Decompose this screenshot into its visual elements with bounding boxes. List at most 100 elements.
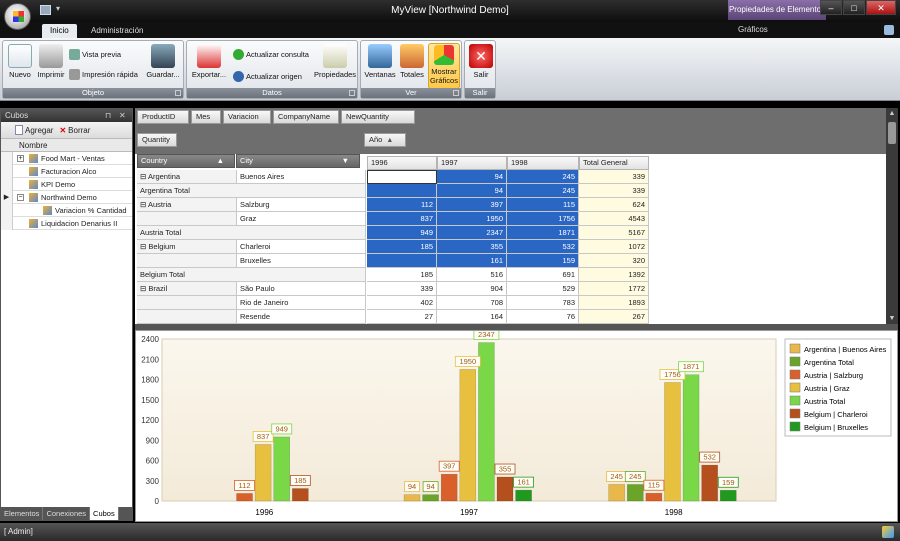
pivot-value-cell[interactable]: 1893 (579, 296, 649, 310)
expand-toggle-icon[interactable]: − (17, 194, 24, 201)
pivot-value-cell[interactable]: 532 (507, 240, 579, 254)
imprimir-button[interactable]: Imprimir (36, 44, 66, 79)
collapse-icon[interactable]: ⊟ (140, 200, 148, 209)
impresion-rapida-button[interactable]: Impresión rápida (69, 69, 138, 80)
bar[interactable] (422, 494, 439, 502)
bar[interactable] (720, 490, 737, 502)
row-country-cell[interactable]: ⊟ Argentina (137, 170, 237, 184)
pivot-value-cell[interactable]: 94 (437, 184, 507, 198)
row-selector[interactable]: ▶ (1, 191, 13, 204)
scroll-down-icon[interactable]: ▼ (888, 315, 896, 322)
row-country-cell[interactable]: ⊟ Belgium (137, 240, 237, 254)
tab-inicio[interactable]: Inicio (42, 24, 77, 38)
row-country-cell[interactable]: ⊟ Brazil (137, 282, 237, 296)
pivot-value-cell[interactable]: 1072 (579, 240, 649, 254)
borrar-button[interactable]: ✕ Borrar (59, 125, 91, 135)
tab-cubos[interactable]: Cubos (90, 507, 119, 520)
pivot-value-cell[interactable]: 185 (367, 268, 437, 282)
col-header-1997[interactable]: 1997 (437, 156, 507, 170)
pivot-value-cell[interactable]: 397 (437, 198, 507, 212)
pivot-value-cell[interactable]: 164 (437, 310, 507, 324)
pivot-value-cell[interactable]: 1392 (579, 268, 649, 282)
field-quantity[interactable]: Quantity (137, 133, 177, 147)
mostrar-graficos-button[interactable]: Mostrar Gráficos (428, 43, 460, 89)
bar[interactable] (236, 493, 253, 502)
pivot-value-cell[interactable]: 1871 (507, 226, 579, 240)
pin-icon[interactable]: ⊓ (105, 111, 112, 120)
expand-toggle-icon[interactable]: + (17, 155, 24, 162)
row-selector[interactable] (1, 165, 13, 178)
actualizar-consulta-button[interactable]: Actualizar consulta (233, 49, 309, 60)
pivot-value-cell[interactable]: 708 (437, 296, 507, 310)
close-button[interactable]: ✕ (866, 0, 896, 15)
pivot-value-cell[interactable]: 94 (437, 170, 507, 184)
pivot-value-cell[interactable]: 185 (367, 240, 437, 254)
row-field-country[interactable]: Country ▲ (137, 154, 235, 168)
tab-elementos[interactable]: Elementos (1, 507, 44, 520)
pivot-value-cell[interactable]: 691 (507, 268, 579, 282)
bar[interactable] (496, 476, 514, 502)
pivot-value-cell[interactable] (367, 184, 437, 198)
col-header-1996[interactable]: 1996 (367, 156, 437, 170)
bar[interactable] (478, 342, 495, 502)
bar[interactable] (645, 492, 663, 502)
pivot-value-cell[interactable]: 339 (367, 282, 437, 296)
pivot-value-cell[interactable]: 339 (579, 170, 649, 184)
exportar-button[interactable]: Exportar... (189, 44, 229, 79)
ventanas-button[interactable]: Ventanas (363, 44, 397, 79)
field-mes[interactable]: Mes (191, 110, 221, 124)
pivot-value-cell[interactable]: 624 (579, 198, 649, 212)
agregar-button[interactable]: Agregar (15, 125, 53, 135)
pivot-value-cell[interactable]: 76 (507, 310, 579, 324)
pivot-value-cell[interactable]: 112 (367, 198, 437, 212)
pivot-value-cell[interactable]: 1756 (507, 212, 579, 226)
quick-access-dropdown-icon[interactable]: ▾ (56, 4, 61, 13)
pivot-value-cell[interactable]: 783 (507, 296, 579, 310)
tree-item[interactable]: Liquidacion Denarius II (1, 217, 132, 230)
bar[interactable] (254, 444, 272, 502)
propiedades-button[interactable]: Propiedades (313, 44, 357, 79)
bar[interactable] (459, 369, 477, 502)
actualizar-origen-button[interactable]: Actualizar origen (233, 71, 302, 82)
totales-button[interactable]: Totales (398, 44, 426, 79)
pivot-vertical-scrollbar[interactable]: ▲ ▼ (886, 108, 898, 324)
vista-previa-button[interactable]: Vista previa (69, 49, 121, 60)
tree-item[interactable]: ▶ − Northwind Demo (1, 191, 132, 204)
bar[interactable] (608, 484, 625, 502)
pivot-value-cell[interactable]: 529 (507, 282, 579, 296)
pivot-value-cell[interactable]: 5167 (579, 226, 649, 240)
pivot-value-cell[interactable]: 159 (507, 254, 579, 268)
pivot-value-cell[interactable]: 4543 (579, 212, 649, 226)
collapse-icon[interactable]: ⊟ (140, 242, 149, 251)
objeto-launcher-icon[interactable] (175, 90, 181, 96)
contextual-tab-properties[interactable]: Propiedades de Elementos (728, 0, 826, 20)
quick-save-icon[interactable] (40, 5, 51, 15)
tree-item[interactable]: + Food Mart - Ventas (1, 152, 132, 165)
row-country-cell[interactable] (137, 310, 237, 324)
ver-launcher-icon[interactable] (453, 90, 459, 96)
row-selector[interactable] (1, 217, 13, 230)
datos-launcher-icon[interactable] (349, 90, 355, 96)
bar[interactable] (440, 473, 458, 502)
bar[interactable] (515, 489, 532, 502)
guardar-button[interactable]: Guardar... (145, 44, 181, 79)
pivot-value-cell[interactable]: 1950 (437, 212, 507, 226)
field-newquantity[interactable]: NewQuantity (341, 110, 415, 124)
pivot-value-cell[interactable]: 904 (437, 282, 507, 296)
pivot-value-cell[interactable]: 2347 (437, 226, 507, 240)
field-variacion[interactable]: Variacion (223, 110, 271, 124)
pivot-value-cell[interactable]: 267 (579, 310, 649, 324)
pivot-value-cell[interactable]: 837 (367, 212, 437, 226)
pivot-value-cell[interactable]: 320 (579, 254, 649, 268)
bar[interactable] (701, 464, 718, 502)
row-field-city[interactable]: City ▼ (236, 154, 360, 168)
pivot-value-cell[interactable]: 1772 (579, 282, 649, 296)
maximize-button[interactable]: □ (843, 0, 865, 15)
row-country-cell[interactable] (137, 254, 237, 268)
pivot-value-cell[interactable]: 245 (507, 170, 579, 184)
row-country-cell[interactable] (137, 296, 237, 310)
pivot-value-cell[interactable]: 355 (437, 240, 507, 254)
tab-conexiones[interactable]: Conexiones (43, 507, 91, 520)
nuevo-button[interactable]: Nuevo (6, 44, 34, 79)
bar[interactable] (273, 436, 290, 502)
